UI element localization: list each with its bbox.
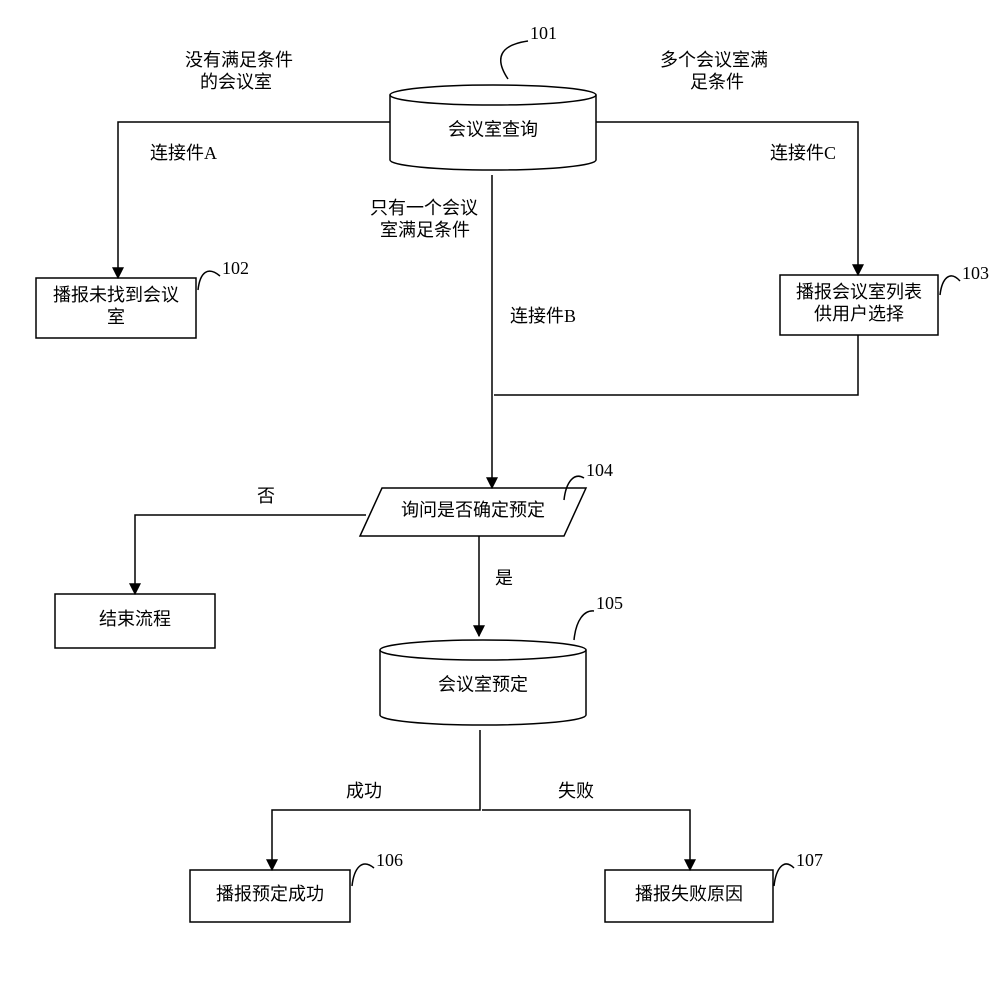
edge-label: 成功 — [346, 781, 382, 801]
callout-id: 102 — [222, 258, 249, 278]
edge-label: 连接件B — [510, 306, 576, 326]
edge-e105-106: 成功 — [272, 730, 480, 870]
edge-label: 连接件A — [150, 143, 217, 163]
edge-label: 没有满足条件 — [185, 50, 293, 70]
edge-e104-end: 否 — [135, 486, 366, 594]
node-label: 供用户选择 — [814, 304, 904, 324]
callout-id: 105 — [596, 593, 623, 613]
callout-id: 101 — [530, 23, 557, 43]
edge-e105-107: 失败 — [482, 781, 690, 870]
edge-e101-104: 只有一个会议室满足条件连接件B — [370, 175, 576, 488]
edge-label: 室满足条件 — [380, 220, 470, 240]
node-label: 播报会议室列表 — [796, 282, 922, 302]
rect-node: 播报会议室列表供用户选择 — [780, 275, 938, 335]
rect-node: 播报失败原因 — [605, 870, 773, 922]
rect-node: 结束流程 — [55, 594, 215, 648]
node-label: 室 — [107, 307, 125, 327]
edge-label: 连接件C — [770, 143, 836, 163]
edge-label: 是 — [495, 568, 513, 588]
node-label: 询问是否确定预定 — [401, 500, 545, 520]
edge-e103-104 — [494, 335, 858, 395]
edge-e101-103: 多个会议室满足条件连接件C — [596, 50, 858, 275]
edge-label: 只有一个会议 — [370, 198, 478, 218]
callout-101: 101 — [501, 23, 557, 79]
callout-id: 104 — [586, 460, 613, 480]
edge-e101-102: 没有满足条件的会议室连接件A — [118, 50, 390, 278]
edge-label: 的会议室 — [200, 72, 272, 92]
node-label: 会议室预定 — [438, 675, 528, 695]
callout-102: 102 — [198, 258, 249, 290]
callout-104: 104 — [564, 460, 613, 500]
callout-103: 103 — [940, 263, 989, 295]
callout-106: 106 — [352, 850, 403, 886]
edge-label: 否 — [257, 486, 275, 506]
node-label: 结束流程 — [99, 609, 171, 629]
edge-label: 足条件 — [690, 72, 744, 92]
node-label: 会议室查询 — [448, 120, 538, 140]
callout-id: 103 — [962, 263, 989, 283]
edge-label: 多个会议室满 — [660, 50, 768, 70]
callout-id: 106 — [376, 850, 403, 870]
callout-107: 107 — [774, 850, 823, 886]
edge-e104-105: 是 — [479, 536, 513, 636]
edge-label: 失败 — [558, 781, 594, 801]
node-label: 播报预定成功 — [216, 884, 324, 904]
callout-105: 105 — [574, 593, 623, 640]
parallelogram-node: 询问是否确定预定 — [360, 488, 586, 536]
node-label: 播报未找到会议 — [53, 285, 179, 305]
callout-id: 107 — [796, 850, 823, 870]
cylinder-node: 会议室查询 — [390, 85, 596, 170]
cylinder-node: 会议室预定 — [380, 640, 586, 725]
rect-node: 播报预定成功 — [190, 870, 350, 922]
rect-node: 播报未找到会议室 — [36, 278, 196, 338]
node-label: 播报失败原因 — [635, 884, 743, 904]
